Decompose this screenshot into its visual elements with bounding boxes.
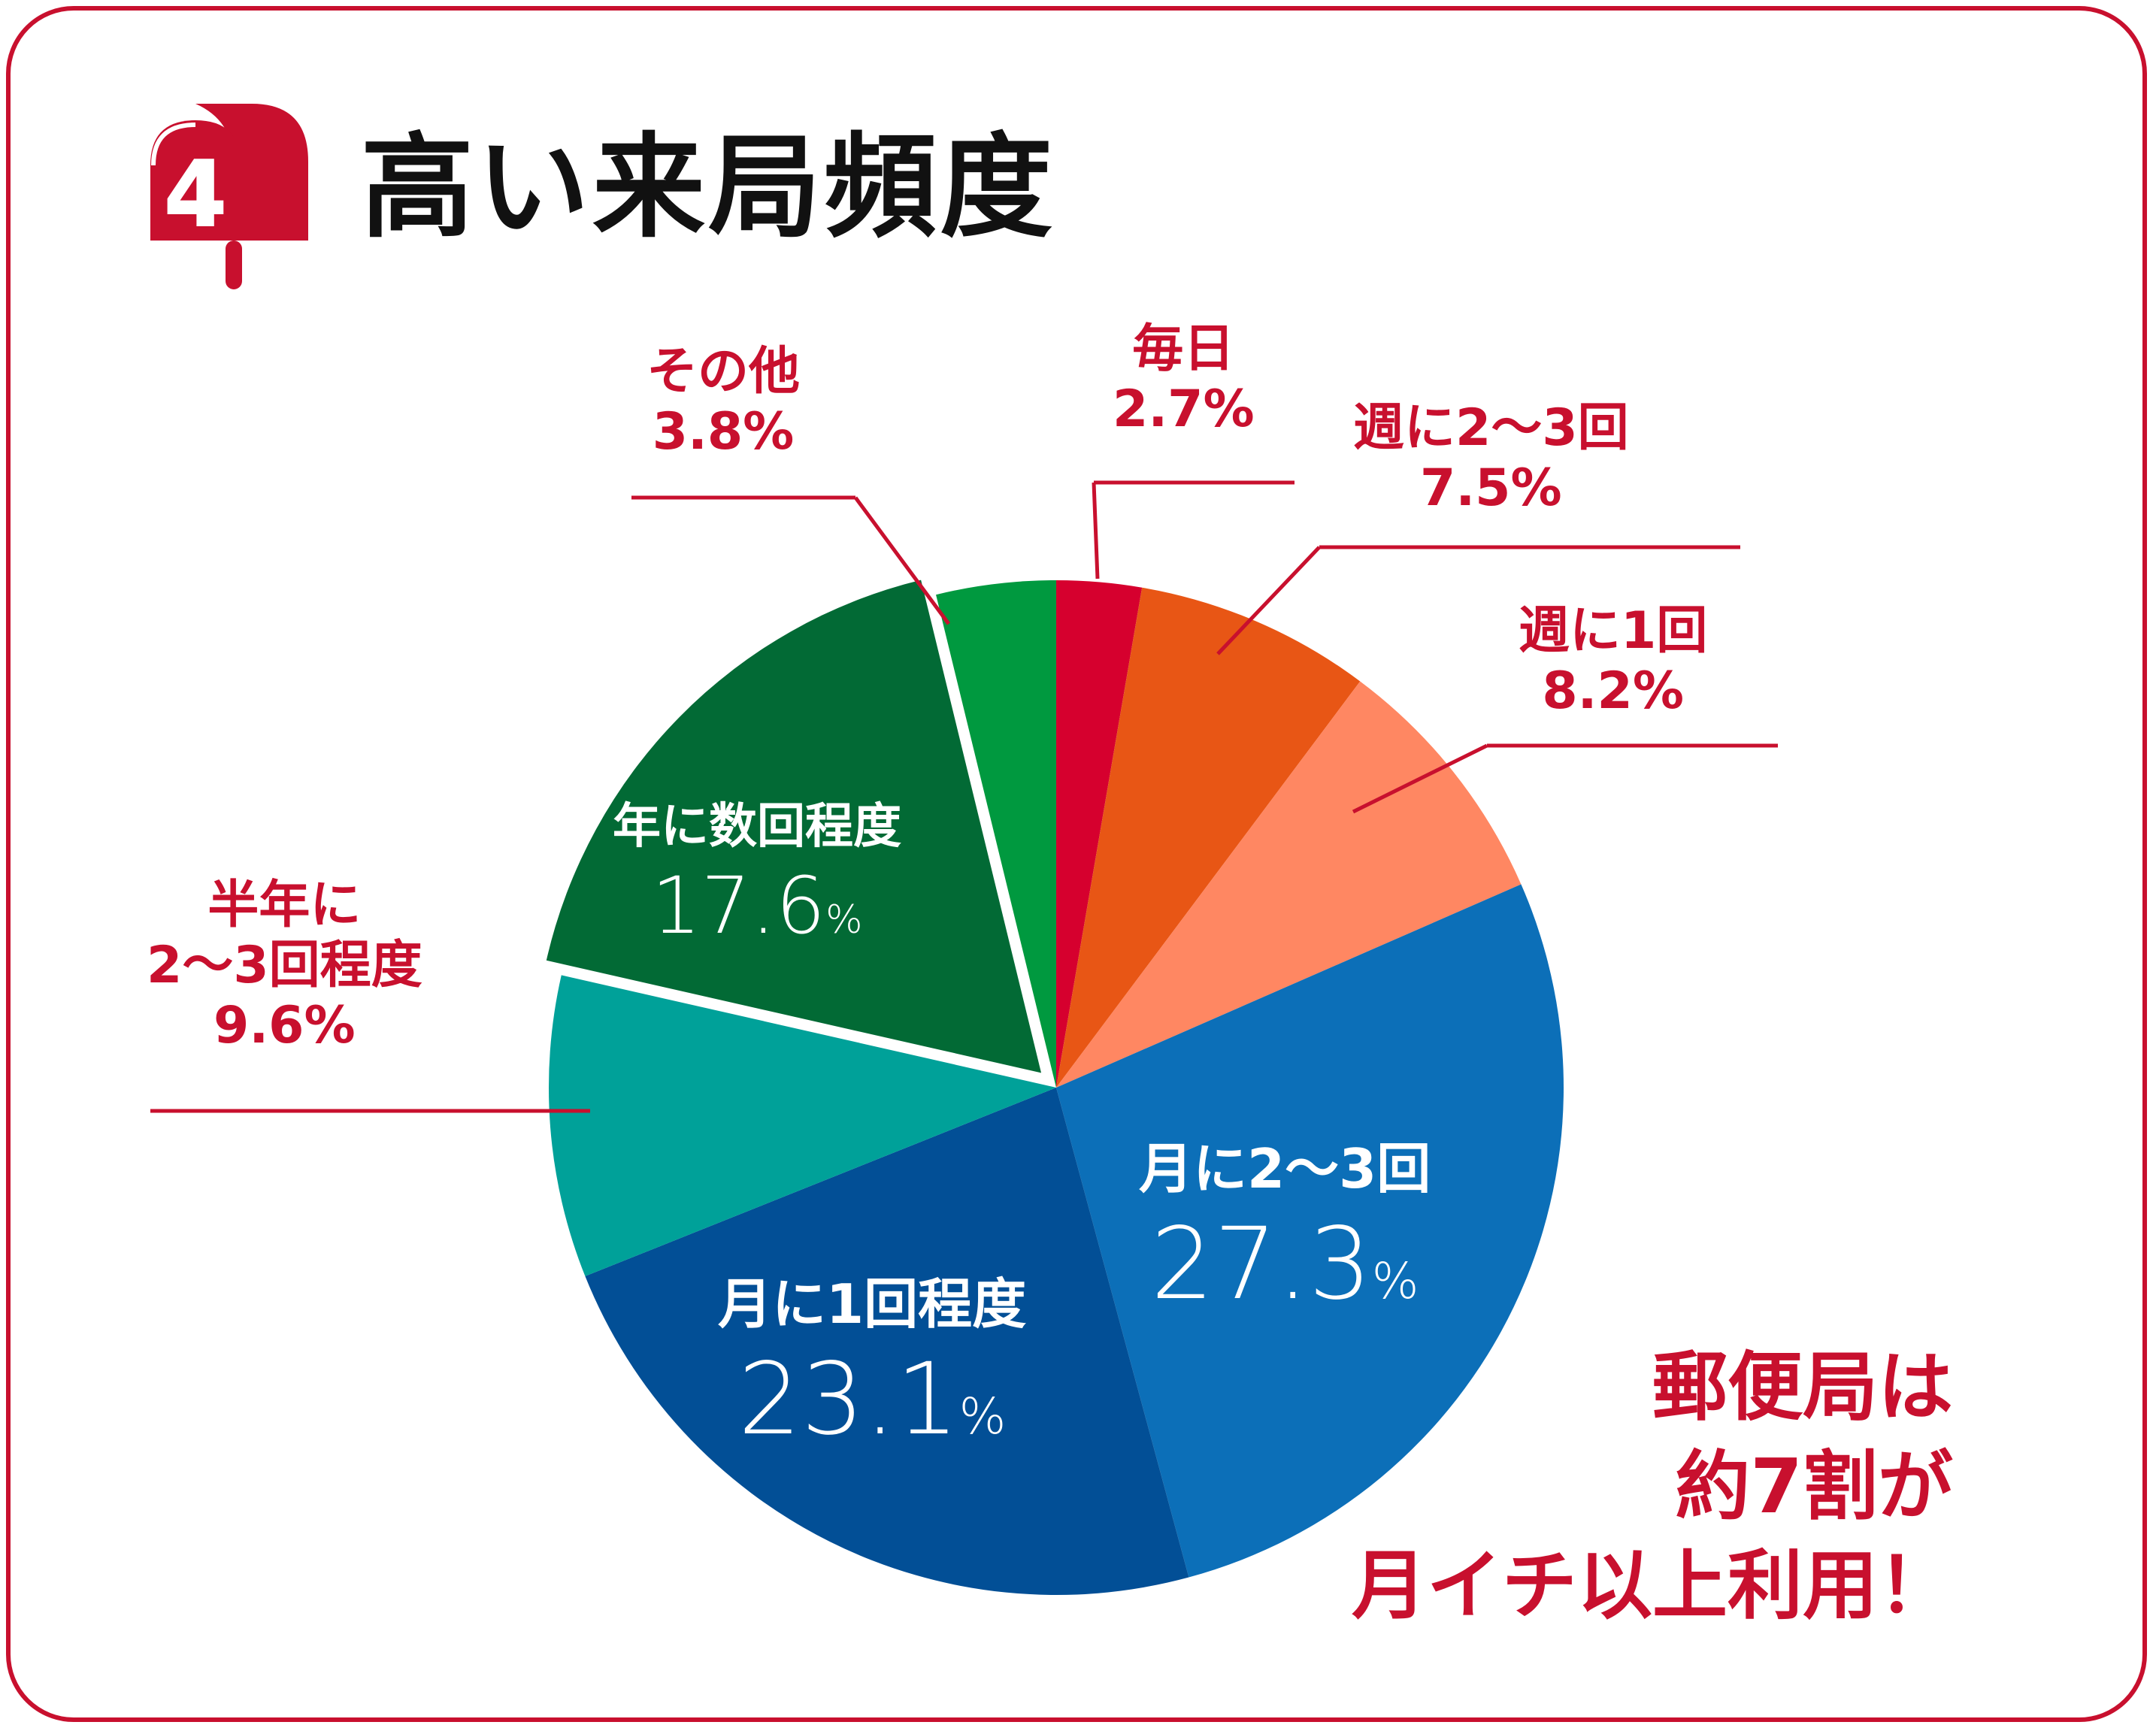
badge-number: 4 [164, 143, 227, 247]
label-month1: 月に1回程度 23.1% [718, 1270, 1026, 1462]
callout-line-3: 月イチ以上利用！ [1352, 1542, 1953, 1630]
pie-slice-2 [1056, 681, 1522, 1088]
leader-line-1-0 [1216, 546, 1321, 655]
callout-text: 郵便局は 約7割が 月イチ以上利用！ [1352, 1338, 1953, 1636]
label-halfyear: 半年に 2〜3回程度 9.6% [147, 876, 422, 1057]
label-other: その他 3.8% [646, 342, 800, 462]
label-daily-name: 毎日 [1132, 319, 1235, 379]
label-daily-value: 2.7% [1113, 380, 1255, 440]
pie-slice-5 [548, 975, 1056, 1276]
label-week23: 週に2〜3回 7.5% [1353, 398, 1629, 519]
pie-slice-3 [1056, 884, 1564, 1578]
label-halfyear-name-2: 2〜3回程度 [147, 936, 422, 996]
callout-line-1: 郵便局は [1652, 1343, 1953, 1431]
page-title: 高い来局頻度 [361, 123, 1056, 253]
label-year: 年に数回程度 17.6% [613, 797, 901, 955]
label-month23: 月に2〜3回 27.3% [1139, 1135, 1431, 1327]
leader-line-3-0 [853, 496, 951, 625]
label-halfyear-name-1: 半年に [207, 876, 362, 935]
label-week1: 週に1回 8.2% [1519, 601, 1707, 722]
label-month23-name: 月に2〜3回 [1139, 1137, 1431, 1200]
leader-line-0-0 [1092, 482, 1100, 580]
label-month1-name: 月に1回程度 [718, 1273, 1027, 1336]
label-week23-value: 7.5% [1420, 458, 1562, 519]
label-week1-name: 週に1回 [1519, 601, 1708, 661]
label-week23-name: 週に2〜3回 [1353, 398, 1629, 458]
pie-slice-0 [1056, 580, 1143, 1088]
label-halfyear-value: 9.6% [213, 996, 356, 1056]
label-daily: 毎日 2.7% [1113, 319, 1255, 440]
leader-line-2-0 [1352, 743, 1488, 814]
label-year-name: 年に数回程度 [613, 799, 901, 855]
label-other-name: その他 [646, 342, 801, 401]
label-month1-value: 23.1% [737, 1342, 1007, 1457]
label-month23-value: 27.3% [1150, 1206, 1419, 1322]
pie-slice-6 [546, 580, 1042, 1073]
pie-slice-1 [1056, 587, 1361, 1088]
callout-line-2: 約7割が [1675, 1442, 1953, 1530]
pie-slice-4 [585, 1088, 1189, 1595]
label-year-value: 17.6% [651, 860, 863, 952]
label-other-value: 3.8% [652, 402, 795, 462]
pie-slice-7 [936, 580, 1056, 1088]
label-week1-value: 8.2% [1542, 661, 1684, 722]
mailbox-icon: 4 [150, 104, 308, 289]
